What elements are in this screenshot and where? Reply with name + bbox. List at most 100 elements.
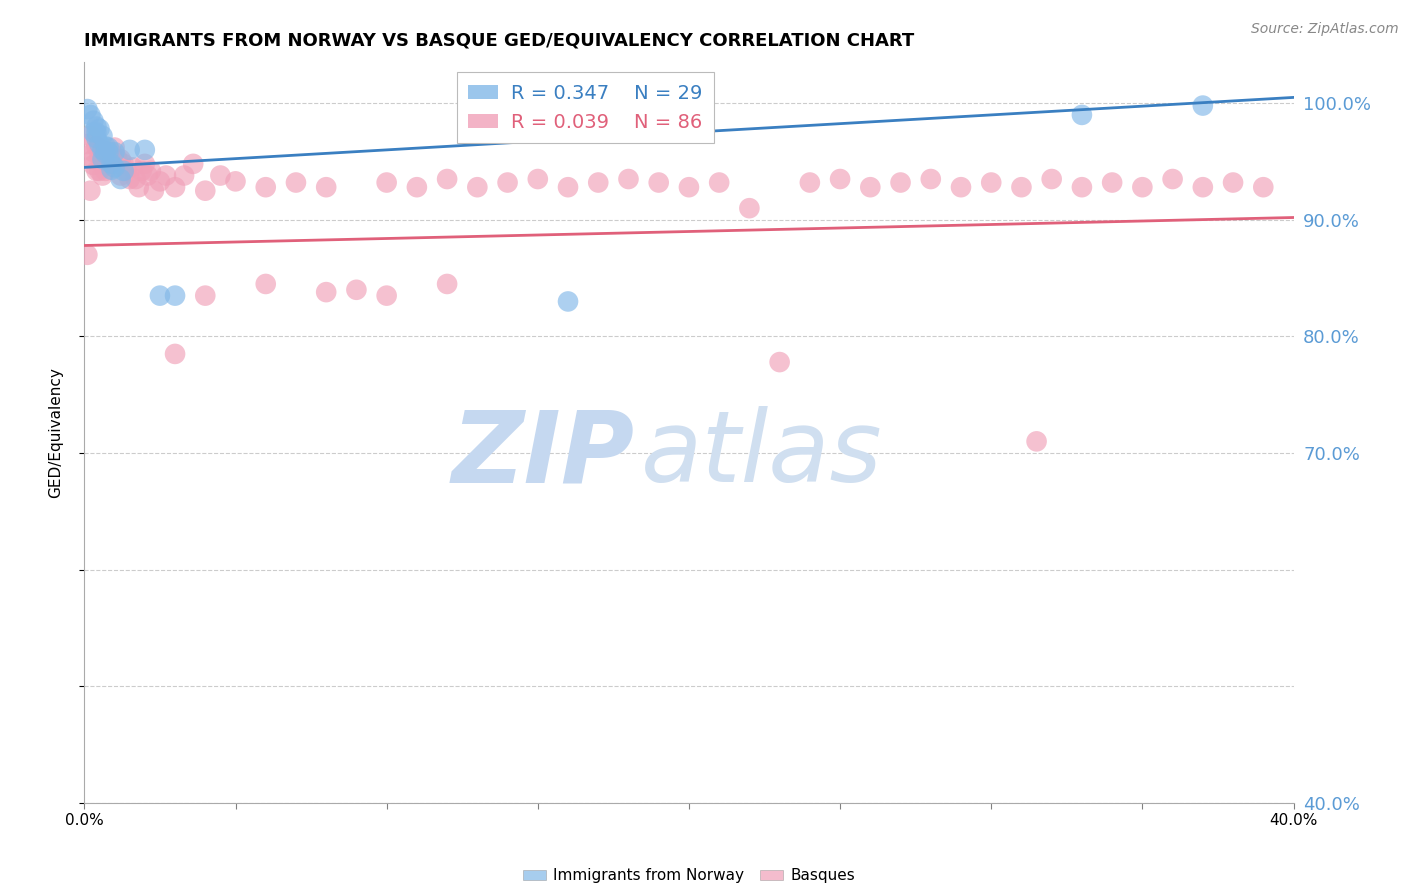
Point (617, 172, 640, 186)
Point (100, 152, 122, 166)
Point (110, 172, 132, 186)
Point (89, 140, 111, 154)
Point (588, 176, 610, 190)
Point (173, 169, 195, 183)
Point (557, 180, 579, 194)
Point (225, 174, 247, 188)
Point (94, 146, 117, 161)
Point (97, 140, 120, 154)
Point (1011, 180, 1033, 194)
Point (527, 172, 550, 186)
Point (89, 122, 111, 136)
Point (110, 152, 132, 166)
Text: ZIP: ZIP (451, 407, 634, 503)
Point (315, 180, 337, 194)
Point (94, 158, 117, 172)
Point (1071, 108, 1094, 122)
Point (134, 157, 156, 171)
Point (82, 113, 104, 128)
Point (155, 169, 177, 183)
Point (76, 248, 98, 262)
Point (165, 347, 187, 361)
Point (94, 151, 117, 165)
Point (194, 288, 217, 302)
Point (107, 152, 129, 166)
Point (406, 180, 429, 194)
Text: atlas: atlas (641, 407, 882, 503)
Point (1192, 180, 1215, 194)
Point (118, 143, 141, 157)
Point (86, 125, 108, 139)
Point (648, 176, 671, 190)
Point (346, 283, 368, 297)
Point (436, 277, 458, 291)
Point (165, 288, 187, 302)
Point (82, 158, 104, 172)
Point (980, 176, 1002, 190)
Point (830, 172, 852, 186)
Point (1222, 176, 1244, 190)
Point (1101, 176, 1123, 190)
Point (557, 294, 579, 309)
Point (738, 201, 761, 215)
Point (1025, 434, 1047, 449)
Point (91, 152, 114, 166)
Point (89, 136, 111, 151)
Point (194, 184, 217, 198)
Point (115, 164, 138, 178)
Point (91, 157, 114, 171)
Y-axis label: GED/Equivalency: GED/Equivalency (49, 368, 63, 498)
Point (97, 145, 120, 160)
Point (139, 164, 162, 178)
Point (709, 176, 731, 190)
Point (86, 139, 108, 153)
Point (91, 128, 114, 143)
Point (890, 176, 912, 190)
Point (79, 128, 101, 143)
Point (89, 147, 111, 161)
Legend: Immigrants from Norway, Basques: Immigrants from Norway, Basques (517, 863, 860, 889)
Point (82, 145, 104, 160)
Point (100, 162, 122, 177)
Point (94, 139, 117, 153)
Point (79, 184, 101, 198)
Point (142, 184, 165, 198)
Point (91, 169, 114, 183)
Point (82, 152, 104, 166)
Point (149, 174, 172, 188)
Text: Source: ZipAtlas.com: Source: ZipAtlas.com (1251, 22, 1399, 37)
Point (100, 157, 122, 171)
Point (86, 164, 108, 178)
Point (254, 180, 277, 194)
Point (112, 157, 135, 171)
Point (91, 143, 114, 157)
Point (86, 131, 108, 145)
Point (496, 176, 519, 190)
Point (104, 157, 127, 171)
Point (89, 164, 111, 178)
Point (97, 157, 120, 171)
Point (1071, 180, 1094, 194)
Point (799, 176, 821, 190)
Point (149, 288, 172, 302)
Point (134, 143, 156, 157)
Point (1130, 180, 1153, 194)
Point (100, 145, 122, 160)
Point (125, 172, 148, 186)
Point (131, 164, 153, 178)
Point (678, 180, 700, 194)
Point (136, 169, 159, 183)
Point (375, 288, 398, 302)
Point (165, 180, 187, 194)
Point (82, 125, 104, 139)
Point (254, 277, 277, 291)
Point (859, 180, 882, 194)
Point (79, 108, 101, 122)
Point (375, 176, 398, 190)
Point (1192, 98, 1215, 112)
Point (121, 161, 143, 175)
Point (436, 172, 458, 186)
Point (112, 164, 135, 178)
Point (128, 180, 150, 194)
Point (86, 120, 108, 134)
